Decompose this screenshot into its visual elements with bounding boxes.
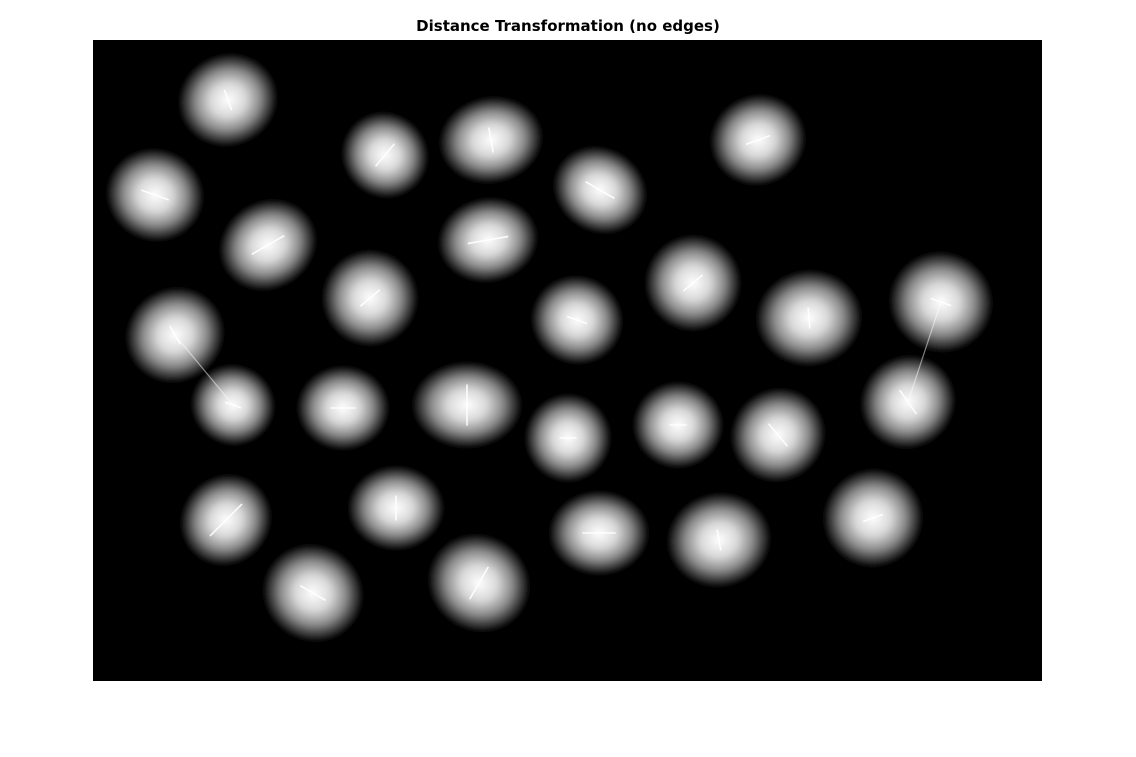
blob-ridge [360, 289, 380, 307]
blob-ridge [467, 235, 509, 245]
blob-ridge [862, 513, 884, 523]
blob-ridge [209, 503, 243, 537]
image-axes [93, 40, 1042, 681]
connecting-ridge [174, 334, 234, 406]
blob-ridge [488, 127, 494, 153]
blob-ridge [930, 297, 952, 307]
blob-ridge [716, 529, 722, 551]
connecting-ridge [907, 301, 942, 403]
blob-ridge [141, 189, 169, 201]
blob-ridge [585, 181, 615, 199]
distance-transform-image [93, 40, 1042, 681]
blob-ridge [300, 585, 326, 601]
blob-ridge [223, 89, 233, 111]
blob-ridge [745, 135, 771, 145]
blob-ridge [251, 235, 285, 255]
blob-ridge [768, 423, 788, 447]
blob-ridge [169, 325, 181, 345]
blob-ridge [375, 143, 395, 167]
blob-ridge [683, 274, 703, 292]
blob-ridge [807, 307, 811, 329]
blob-ridge [224, 401, 242, 409]
blob-ridge [899, 389, 917, 415]
figure-title: Distance Transformation (no edges) [416, 17, 720, 35]
blob-ridge [469, 566, 489, 600]
blob-ridge [566, 315, 588, 325]
